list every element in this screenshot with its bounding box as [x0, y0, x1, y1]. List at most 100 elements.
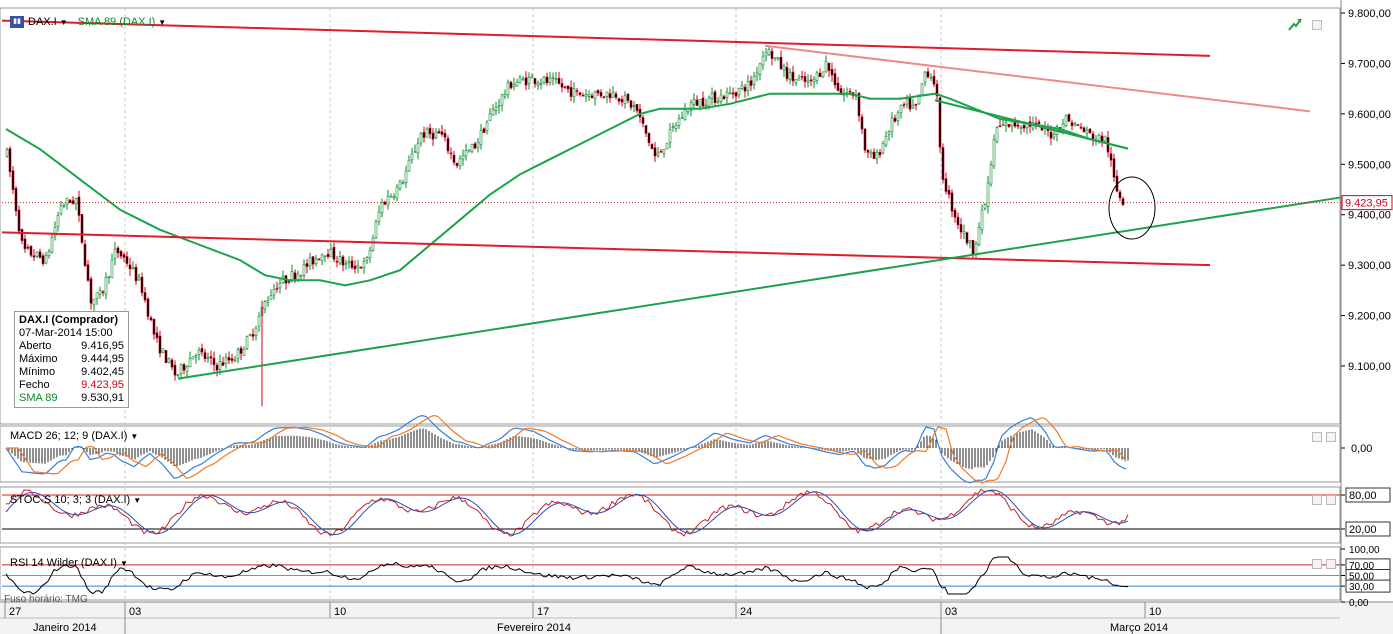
rsi-panel-maximize-button[interactable] [1312, 559, 1322, 569]
candle-body [629, 100, 633, 108]
candle-body [176, 374, 180, 376]
candle-body [785, 66, 789, 80]
candle-body [380, 202, 384, 214]
candle-body [707, 97, 711, 107]
candle-body [443, 133, 447, 138]
price-tick-label: 9.300,00 [1348, 260, 1391, 272]
candle-body [1049, 131, 1053, 139]
candle-body [80, 214, 84, 243]
candle-body [614, 93, 618, 98]
tooltip-value: 9.530,91 [81, 392, 124, 404]
candle-body [1067, 114, 1071, 122]
rsi-label[interactable]: RSI 14 Wilder (DAX.I) [10, 557, 117, 569]
candle-body [1073, 123, 1077, 126]
rsi-tick-label: 100,00 [1349, 545, 1380, 556]
rsi-panel-header[interactable]: RSI 14 Wilder (DAX.I) ▼ [10, 556, 128, 571]
macd-panel-close-button[interactable] [1326, 432, 1336, 442]
candle-body [641, 117, 645, 124]
candle-body [593, 91, 597, 100]
chevron-down-icon[interactable]: ▼ [130, 432, 139, 441]
candle-body [389, 195, 393, 198]
candle-body [1079, 126, 1083, 129]
stoc-panel-header[interactable]: STOC-S 10; 3; 3 (DAX.I) ▼ [10, 493, 141, 508]
candle-body [674, 125, 678, 129]
candle-body [758, 63, 762, 75]
candle-body [23, 238, 27, 250]
candle-body [194, 355, 198, 358]
candle-body [200, 348, 204, 353]
candle-body [950, 192, 954, 212]
day-tick-label: 03 [129, 606, 141, 618]
candle-body [755, 72, 759, 77]
chevron-down-icon[interactable]: ▼ [59, 18, 68, 27]
candle-body [584, 94, 588, 97]
stoc-panel-maximize-button[interactable] [1312, 495, 1322, 505]
candle-body [578, 92, 582, 95]
rsi-tick-label: 0,00 [1349, 598, 1369, 609]
candle-body [56, 215, 60, 228]
rsi-tick-label: 70,00 [1349, 561, 1374, 572]
last-price-badge [1341, 195, 1393, 211]
sma-indicator-label[interactable]: SMA 89 (DAX.I) [77, 16, 156, 28]
sma-89-line [5, 92, 1129, 287]
candle-body [356, 265, 360, 268]
candle-body [233, 359, 237, 362]
secondary-resistance-trendline [764, 44, 1311, 113]
trend-up-icon[interactable] [1288, 17, 1302, 31]
candle-body [1112, 158, 1116, 178]
candle-body [11, 170, 15, 190]
candle-body [113, 248, 117, 259]
price-tick-label: 9.100,00 [1348, 361, 1391, 373]
candle-body [836, 82, 840, 91]
symbol-label[interactable]: DAX.I [28, 16, 57, 28]
candle-body [887, 131, 891, 135]
stoc-panel-close-button[interactable] [1326, 495, 1336, 505]
candle-body [944, 178, 948, 192]
chart-type-icon[interactable]: ▮▮ [10, 16, 24, 29]
candle-body [497, 105, 501, 108]
rsi-tick-label: 50,00 [1349, 572, 1374, 583]
chevron-down-icon[interactable]: ▼ [158, 18, 167, 27]
candle-body [299, 274, 303, 277]
candle-body [590, 95, 594, 99]
candle-body [134, 266, 138, 282]
macd-panel-maximize-button[interactable] [1312, 432, 1322, 442]
candle-body [464, 150, 468, 157]
chevron-down-icon[interactable]: ▼ [119, 559, 128, 568]
upper-resistance-trendline [1, 19, 1211, 57]
candle-body [275, 287, 279, 290]
candle-body [539, 83, 543, 85]
macd-panel-header[interactable]: MACD 26; 12; 9 (DAX.I) ▼ [10, 429, 138, 444]
candle-body [386, 195, 390, 206]
candle-body [623, 95, 627, 104]
candle-body [53, 226, 57, 237]
candle-body [182, 364, 186, 371]
candle-body [143, 292, 147, 301]
candle-body [446, 138, 450, 152]
macd-label[interactable]: MACD 26; 12; 9 (DAX.I) [10, 430, 128, 442]
rsi-panel-close-button[interactable] [1326, 559, 1336, 569]
chevron-down-icon[interactable]: ▼ [133, 496, 142, 505]
candle-body [740, 85, 744, 89]
candle-body [455, 162, 459, 166]
candle-body [1118, 191, 1122, 199]
candle-body [926, 71, 930, 78]
candle-body [998, 125, 1002, 128]
stoc-label[interactable]: STOC-S 10; 3; 3 (DAX.I) [10, 494, 131, 506]
candle-body [611, 92, 615, 98]
candle-body [626, 93, 630, 101]
candle-body [1007, 124, 1011, 127]
candle-body [659, 151, 663, 153]
panel-maximize-button[interactable] [1312, 20, 1322, 30]
candle-body [602, 96, 606, 98]
candle-body [1076, 124, 1080, 126]
candle-body [215, 364, 219, 371]
candle-body [983, 204, 987, 209]
candle-body [806, 80, 810, 83]
candle-body [437, 131, 441, 134]
day-tick-label: 10 [1149, 606, 1161, 618]
candle-body [302, 264, 306, 276]
candle-body [920, 83, 924, 95]
candle-body [146, 298, 150, 317]
